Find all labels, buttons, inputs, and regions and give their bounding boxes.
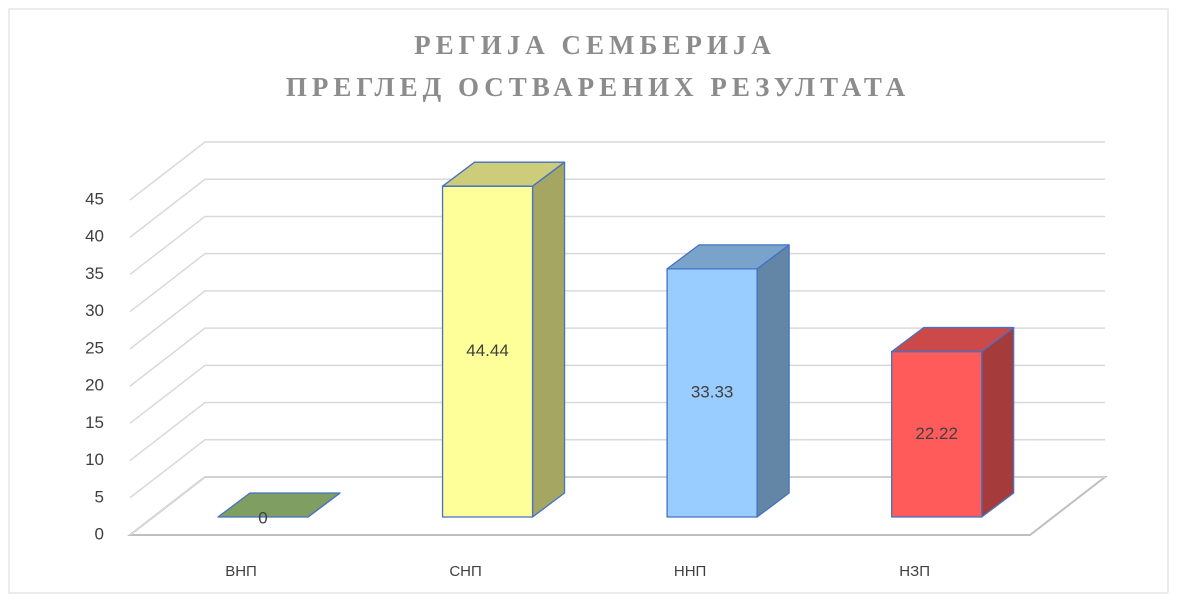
chart-title: РЕГИЈА СЕМБЕРИЈА (414, 30, 776, 60)
x-tick-label: НЗП (899, 563, 930, 580)
y-tick-label: 35 (85, 264, 104, 283)
y-tick-label: 20 (85, 376, 104, 395)
grid-line (129, 290, 1105, 350)
y-tick-label: 5 (95, 487, 104, 506)
value-label: 33.33 (691, 382, 734, 401)
bar-top (891, 326, 1015, 353)
chart-border (8, 8, 1169, 594)
x-tick-label: ННП (674, 563, 706, 580)
bar-top (441, 161, 566, 187)
bar-side (531, 161, 566, 518)
bar (891, 350, 983, 518)
grid-line (129, 439, 1105, 499)
value-label: 44.44 (466, 341, 509, 360)
bar-side (981, 326, 1015, 518)
grid-line (129, 141, 1105, 201)
grid-line (129, 215, 1105, 276)
bar-top (666, 244, 790, 270)
grid-line (129, 364, 1105, 424)
grid-line (129, 178, 1105, 238)
grid-line (129, 327, 1105, 387)
value-label: 22.22 (915, 424, 958, 443)
chart-title: ПРЕГЛЕД ОСТВАРЕНИХ РЕЗУЛТАТА (286, 72, 910, 102)
y-tick-label: 30 (85, 301, 104, 320)
x-tick-label: ВНП (225, 563, 257, 580)
grid-line (129, 476, 1105, 536)
bar-side (756, 244, 790, 518)
y-tick-label: 40 (85, 227, 104, 246)
y-tick-label: 15 (85, 413, 104, 432)
bar-top (217, 492, 341, 518)
y-tick-label: 10 (85, 450, 104, 469)
x-tick-label: СНП (449, 563, 481, 580)
y-tick-label: 0 (95, 524, 104, 543)
grid-line (129, 401, 1105, 462)
grid-line (129, 252, 1105, 313)
y-tick-label: 25 (85, 338, 104, 357)
bar (441, 185, 534, 518)
y-tick-label: 45 (85, 189, 104, 208)
value-label: 0 (258, 508, 267, 527)
bar (666, 268, 758, 518)
